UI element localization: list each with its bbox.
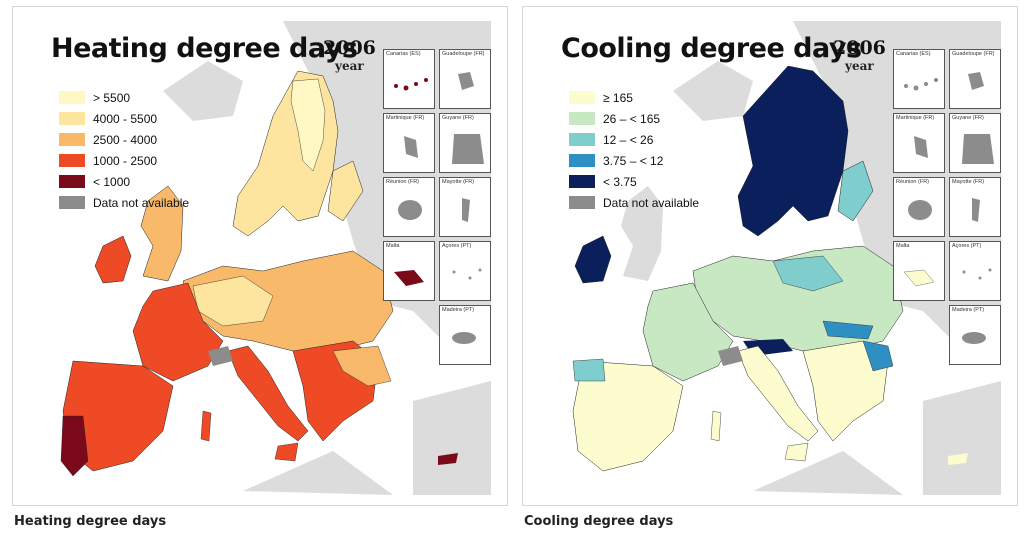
inset-canarias: Canarias (ES) xyxy=(893,49,945,109)
legend-item: 26 – < 165 xyxy=(569,108,699,129)
cooling-year: 2006 xyxy=(833,37,886,59)
legend-label: < 1000 xyxy=(93,174,131,189)
inset-canarias: Canarias (ES) xyxy=(383,49,435,109)
legend-swatch xyxy=(59,175,85,188)
legend-label: > 5500 xyxy=(93,90,131,105)
cooling-caption: Cooling degree days xyxy=(524,514,674,529)
legend-swatch xyxy=(569,133,595,146)
legend-swatch xyxy=(569,154,595,167)
legend-item: Data not available xyxy=(569,192,699,213)
legend-swatch xyxy=(59,112,85,125)
inset-mayotte: Mayotte (FR) xyxy=(949,177,1001,237)
cooling-map: Cooling degree days 2006 year ≥ 165 26 –… xyxy=(543,21,1001,495)
legend-item: < 3.75 xyxy=(569,171,699,192)
legend-item: 4000 - 5500 xyxy=(59,108,189,129)
legend-swatch xyxy=(59,154,85,167)
inset-guadeloupe: Guadeloupe (FR) xyxy=(949,49,1001,109)
legend-swatch xyxy=(569,175,595,188)
heating-legend: > 5500 4000 - 5500 2500 - 4000 1000 - 25… xyxy=(59,87,189,213)
legend-label: Data not available xyxy=(603,195,700,210)
cooling-map-title: Cooling degree days xyxy=(561,33,862,64)
heating-year-label: year xyxy=(335,59,364,73)
cooling-year-label: year xyxy=(845,59,874,73)
heating-caption: Heating degree days xyxy=(14,514,167,529)
legend-item: > 5500 xyxy=(59,87,189,108)
cooling-map-panel: Cooling degree days 2006 year ≥ 165 26 –… xyxy=(522,6,1018,506)
legend-label: 1000 - 2500 xyxy=(93,153,158,168)
inset-guyane: Guyane (FR) xyxy=(949,113,1001,173)
legend-swatch xyxy=(59,91,85,104)
inset-guadeloupe: Guadeloupe (FR) xyxy=(439,49,491,109)
legend-label: 26 – < 165 xyxy=(603,111,661,126)
legend-swatch xyxy=(569,196,595,209)
legend-item: ≥ 165 xyxy=(569,87,699,108)
inset-malta: Malta xyxy=(893,241,945,301)
heating-map-title: Heating degree days xyxy=(51,33,358,64)
heating-map: Heating degree days 2006 year > 5500 400… xyxy=(33,21,491,495)
legend-swatch xyxy=(59,196,85,209)
legend-label: < 3.75 xyxy=(603,174,637,189)
legend-item: Data not available xyxy=(59,192,189,213)
heating-year: 2006 xyxy=(323,37,376,59)
legend-item: 1000 - 2500 xyxy=(59,150,189,171)
legend-swatch xyxy=(59,133,85,146)
inset-acores: Açores (PT) xyxy=(439,241,491,301)
legend-label: 2500 - 4000 xyxy=(93,132,158,147)
inset-martinique: Martinique (FR) xyxy=(383,113,435,173)
heating-map-panel: Heating degree days 2006 year > 5500 400… xyxy=(12,6,508,506)
legend-label: Data not available xyxy=(93,195,190,210)
inset-acores: Açores (PT) xyxy=(949,241,1001,301)
inset-malta: Malta xyxy=(383,241,435,301)
cooling-legend: ≥ 165 26 – < 165 12 – < 26 3.75 – < 12 <… xyxy=(569,87,699,213)
inset-reunion: Réunion (FR) xyxy=(383,177,435,237)
legend-swatch xyxy=(569,112,595,125)
legend-label: 4000 - 5500 xyxy=(93,111,158,126)
legend-item: 12 – < 26 xyxy=(569,129,699,150)
legend-label: 3.75 – < 12 xyxy=(603,153,664,168)
legend-item: 2500 - 4000 xyxy=(59,129,189,150)
legend-item: 3.75 – < 12 xyxy=(569,150,699,171)
inset-reunion: Réunion (FR) xyxy=(893,177,945,237)
legend-label: 12 – < 26 xyxy=(603,132,654,147)
inset-madeira: Madeira (PT) xyxy=(439,305,491,365)
legend-item: < 1000 xyxy=(59,171,189,192)
legend-swatch xyxy=(569,91,595,104)
inset-madeira: Madeira (PT) xyxy=(949,305,1001,365)
inset-mayotte: Mayotte (FR) xyxy=(439,177,491,237)
inset-guyane: Guyane (FR) xyxy=(439,113,491,173)
inset-martinique: Martinique (FR) xyxy=(893,113,945,173)
legend-label: ≥ 165 xyxy=(603,90,633,105)
